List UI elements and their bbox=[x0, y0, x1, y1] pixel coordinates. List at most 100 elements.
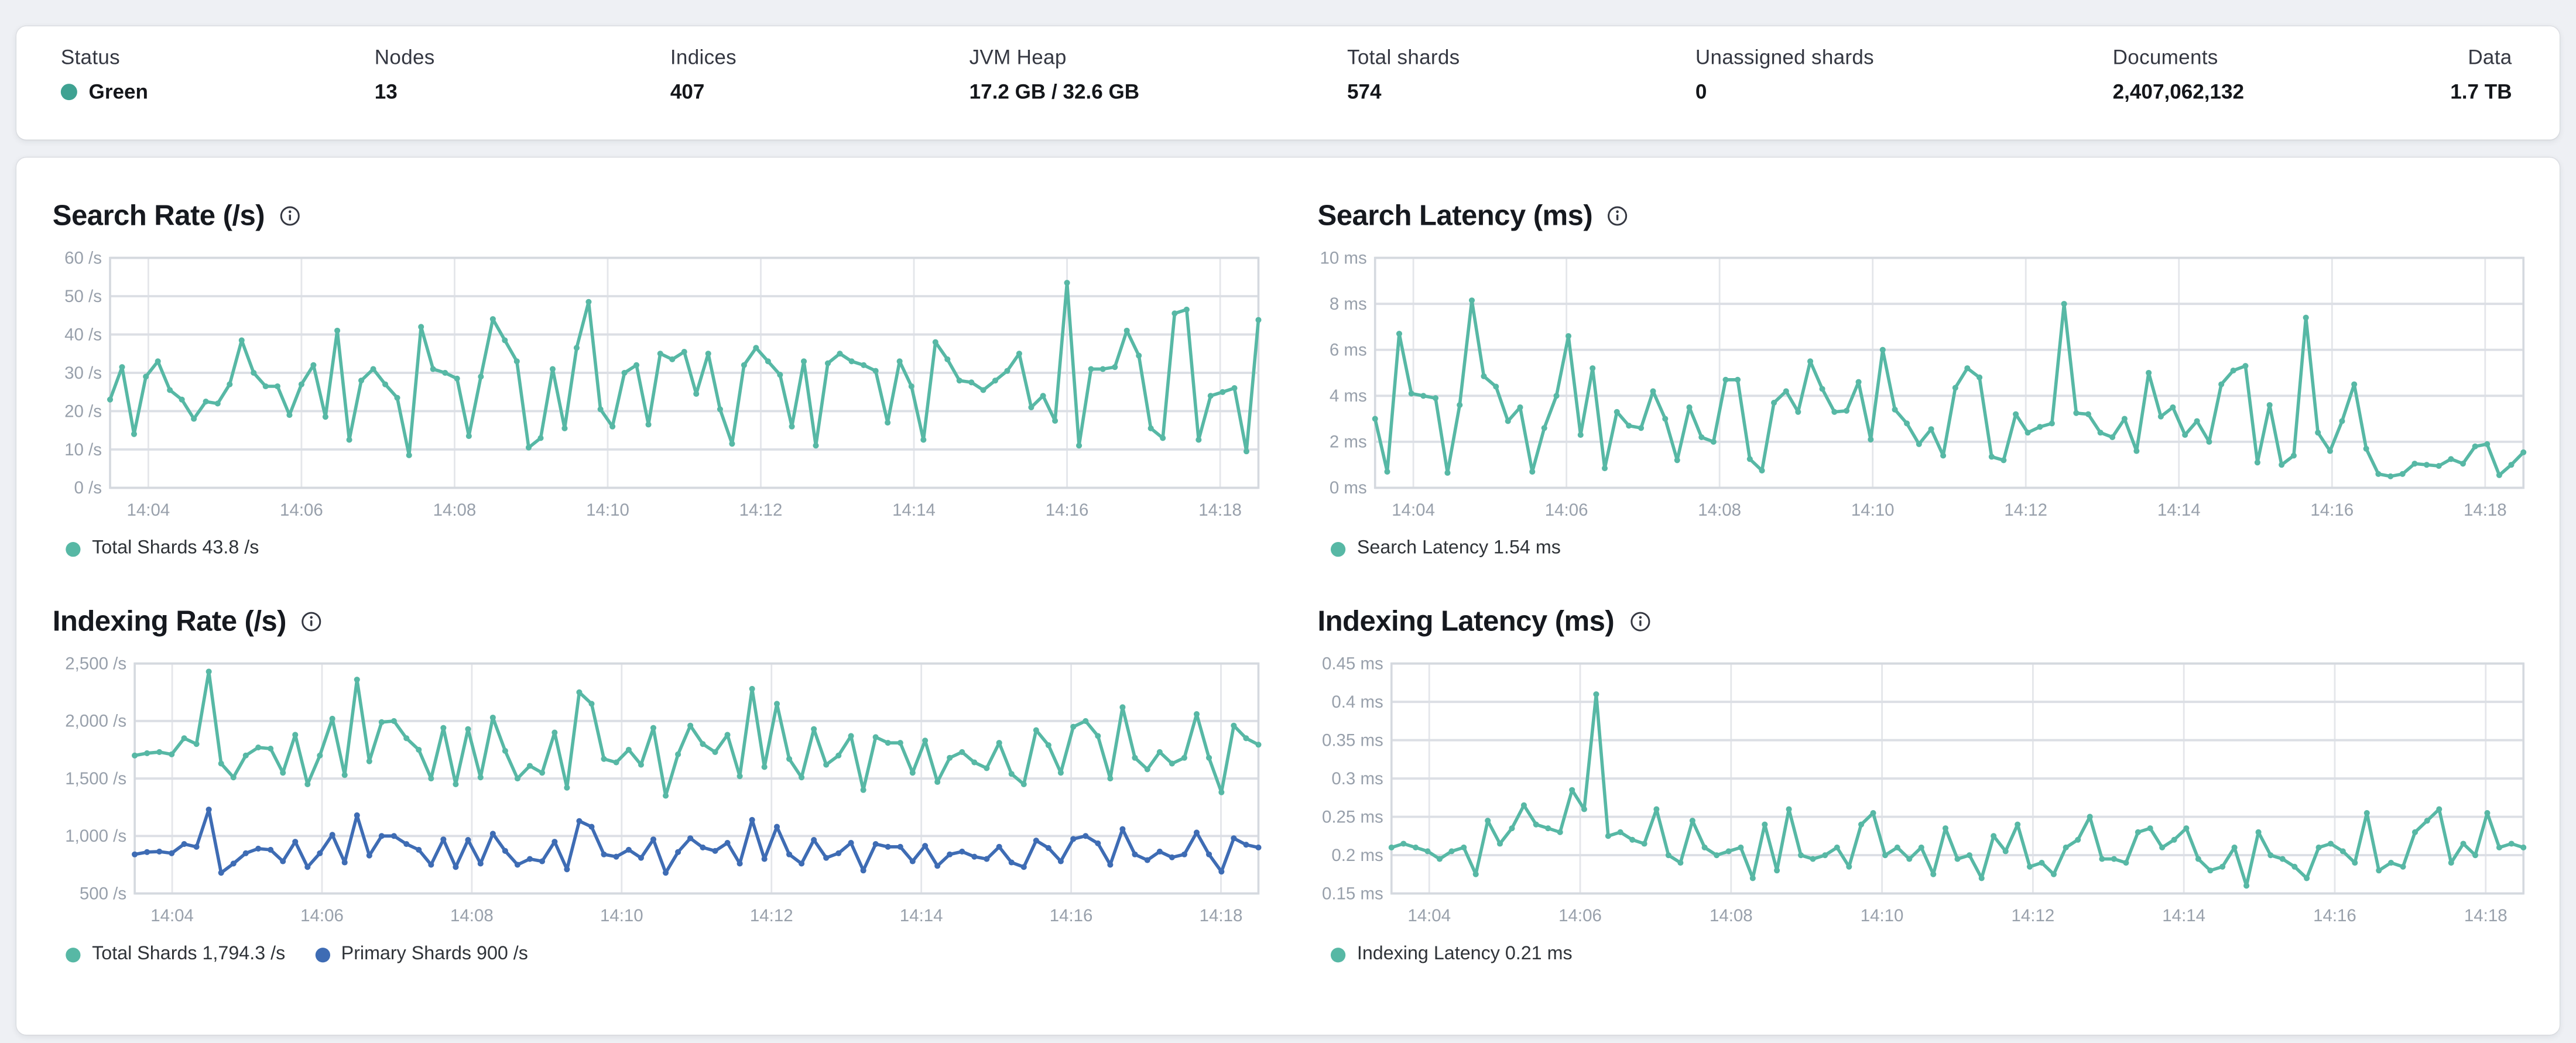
summary-data-size: Data 1.7 TB bbox=[2450, 46, 2512, 104]
indexing-rate-chart[interactable]: 14:04 14:06 14:08 14:10 14:12 14:14 14:16 14:18… bbox=[53, 654, 1262, 933]
legend-label: Indexing Latency 0.21 ms bbox=[1356, 944, 1573, 965]
svg-text:0.3 ms: 0.3 ms bbox=[1331, 769, 1383, 788]
legend-item: Indexing Latency 0.21 ms bbox=[1330, 944, 1573, 965]
summary-label: Unassigned shards bbox=[1695, 46, 1874, 69]
summary-label: Data bbox=[2468, 46, 2512, 69]
chart-indexing-rate: Indexing Rate (/s) 14:04 14:06 14:08 14:10 1… bbox=[52, 604, 1262, 965]
svg-text:8 ms: 8 ms bbox=[1330, 294, 1367, 314]
svg-text:14:08: 14:08 bbox=[1698, 500, 1741, 520]
status-health-dot bbox=[60, 84, 77, 101]
svg-text:60 /s: 60 /s bbox=[64, 248, 102, 267]
svg-text:14:10: 14:10 bbox=[600, 906, 643, 925]
summary-value: 17.2 GB / 32.6 GB bbox=[969, 80, 1140, 104]
svg-text:20 /s: 20 /s bbox=[64, 402, 102, 421]
svg-text:14:04: 14:04 bbox=[127, 500, 170, 520]
charts-grid: Search Rate (/s) 14:04 14:06 14:08 14:10 14:… bbox=[16, 157, 2560, 964]
chart-title: Indexing Rate (/s) bbox=[52, 604, 287, 637]
legend-series-dot bbox=[1330, 541, 1346, 556]
legend-label: Primary Shards 900 /s bbox=[341, 944, 528, 965]
svg-text:0.2 ms: 0.2 ms bbox=[1331, 846, 1383, 865]
summary-value: 2,407,062,132 bbox=[2112, 80, 2245, 104]
summary-value: 1.7 TB bbox=[2450, 80, 2512, 104]
svg-text:0.25 ms: 0.25 ms bbox=[1322, 807, 1383, 826]
svg-text:14:08: 14:08 bbox=[450, 906, 494, 925]
summary-documents: Documents 2,407,062,132 bbox=[2113, 46, 2244, 104]
legend-item: Primary Shards 900 /s bbox=[314, 944, 528, 965]
chart-legend: Total Shards 43.8 /s bbox=[53, 538, 1262, 558]
chart-title: Search Latency (ms) bbox=[1317, 198, 1593, 232]
svg-text:14:12: 14:12 bbox=[2004, 500, 2047, 520]
svg-text:14:08: 14:08 bbox=[1710, 906, 1753, 925]
svg-text:14:12: 14:12 bbox=[739, 500, 783, 520]
svg-text:14:14: 14:14 bbox=[2157, 500, 2201, 520]
summary-value: 0 bbox=[1695, 80, 1707, 104]
info-icon[interactable] bbox=[1629, 611, 1650, 632]
svg-text:2 ms: 2 ms bbox=[1330, 433, 1367, 452]
metrics-panel: Search Rate (/s) 14:04 14:06 14:08 14:10 14:… bbox=[16, 157, 2560, 1035]
summary-label: Nodes bbox=[374, 46, 435, 69]
summary-label: Total shards bbox=[1347, 46, 1460, 69]
summary-indices: Indices 407 bbox=[670, 46, 737, 104]
svg-text:0.15 ms: 0.15 ms bbox=[1322, 884, 1383, 903]
svg-text:50 /s: 50 /s bbox=[64, 287, 102, 306]
svg-text:14:14: 14:14 bbox=[2162, 906, 2205, 925]
legend-label: Total Shards 1,794.3 /s bbox=[92, 944, 286, 965]
summary-status: Status Green bbox=[60, 46, 148, 104]
legend-series-dot bbox=[1330, 946, 1346, 962]
summary-value: 13 bbox=[374, 80, 398, 104]
chart-legend: Search Latency 1.54 ms bbox=[1318, 538, 2527, 558]
svg-text:0 /s: 0 /s bbox=[74, 478, 101, 498]
svg-text:2,500 /s: 2,500 /s bbox=[65, 654, 126, 673]
legend-label: Total Shards 43.8 /s bbox=[92, 538, 259, 559]
summary-nodes: Nodes 13 bbox=[375, 46, 435, 104]
info-icon[interactable] bbox=[1607, 205, 1628, 227]
svg-text:14:14: 14:14 bbox=[900, 906, 943, 925]
svg-text:14:16: 14:16 bbox=[1050, 906, 1093, 925]
svg-text:14:14: 14:14 bbox=[892, 500, 936, 520]
summary-value: Green bbox=[88, 80, 148, 104]
legend-item: Search Latency 1.54 ms bbox=[1330, 538, 1561, 559]
svg-text:4 ms: 4 ms bbox=[1330, 386, 1367, 406]
legend-item: Total Shards 1,794.3 /s bbox=[66, 944, 286, 965]
chart-legend: Total Shards 1,794.3 /s Primary Shards 90… bbox=[53, 944, 1262, 965]
legend-series-dot bbox=[66, 946, 81, 962]
indexing-latency-chart[interactable]: 14:04 14:06 14:08 14:10 14:12 14:14 14:16 14:18… bbox=[1318, 654, 2527, 933]
info-icon[interactable] bbox=[301, 611, 322, 632]
summary-label: Documents bbox=[2112, 46, 2218, 69]
legend-label: Search Latency 1.54 ms bbox=[1356, 538, 1561, 559]
svg-text:14:06: 14:06 bbox=[1545, 500, 1588, 520]
chart-legend: Indexing Latency 0.21 ms bbox=[1318, 944, 2527, 965]
legend-series-dot bbox=[66, 541, 81, 556]
svg-text:14:18: 14:18 bbox=[1200, 906, 1243, 925]
svg-text:14:18: 14:18 bbox=[2464, 500, 2507, 520]
svg-text:14:06: 14:06 bbox=[1558, 906, 1602, 925]
svg-text:0.45 ms: 0.45 ms bbox=[1322, 654, 1383, 673]
cluster-summary-bar: Status Green Nodes 13 Indices 407 JVM He… bbox=[16, 26, 2560, 140]
svg-text:2,000 /s: 2,000 /s bbox=[65, 712, 126, 731]
chart-title: Search Rate (/s) bbox=[52, 198, 265, 232]
summary-value: 574 bbox=[1347, 80, 1382, 104]
search-rate-chart[interactable]: 14:04 14:06 14:08 14:10 14:12 14:14 14:16 14:18… bbox=[53, 248, 1262, 527]
svg-text:14:10: 14:10 bbox=[1861, 906, 1904, 925]
legend-series-dot bbox=[314, 946, 330, 962]
chart-search-latency: Search Latency (ms) 14:04 14:06 14:08 14:10… bbox=[1318, 199, 2527, 559]
summary-label: Status bbox=[60, 46, 120, 69]
svg-text:14:04: 14:04 bbox=[150, 906, 194, 925]
svg-text:10 ms: 10 ms bbox=[1320, 248, 1366, 267]
summary-jvm-heap: JVM Heap 17.2 GB / 32.6 GB bbox=[970, 46, 1140, 104]
summary-value: 407 bbox=[670, 80, 705, 104]
svg-text:500 /s: 500 /s bbox=[80, 884, 126, 903]
svg-text:30 /s: 30 /s bbox=[64, 363, 102, 383]
summary-unassigned-shards: Unassigned shards 0 bbox=[1695, 46, 1874, 104]
svg-text:14:10: 14:10 bbox=[586, 500, 629, 520]
search-latency-chart[interactable]: 14:04 14:06 14:08 14:10 14:12 14:14 14:16 14:18… bbox=[1318, 248, 2527, 527]
info-icon[interactable] bbox=[279, 205, 300, 227]
svg-text:14:10: 14:10 bbox=[1851, 500, 1895, 520]
svg-text:14:08: 14:08 bbox=[433, 500, 477, 520]
svg-text:14:12: 14:12 bbox=[2012, 906, 2055, 925]
summary-label: JVM Heap bbox=[969, 46, 1067, 69]
svg-text:14:16: 14:16 bbox=[2313, 906, 2356, 925]
summary-label: Indices bbox=[670, 46, 737, 69]
chart-indexing-latency: Indexing Latency (ms) 14:04 14:06 14:08 14:… bbox=[1318, 605, 2527, 965]
